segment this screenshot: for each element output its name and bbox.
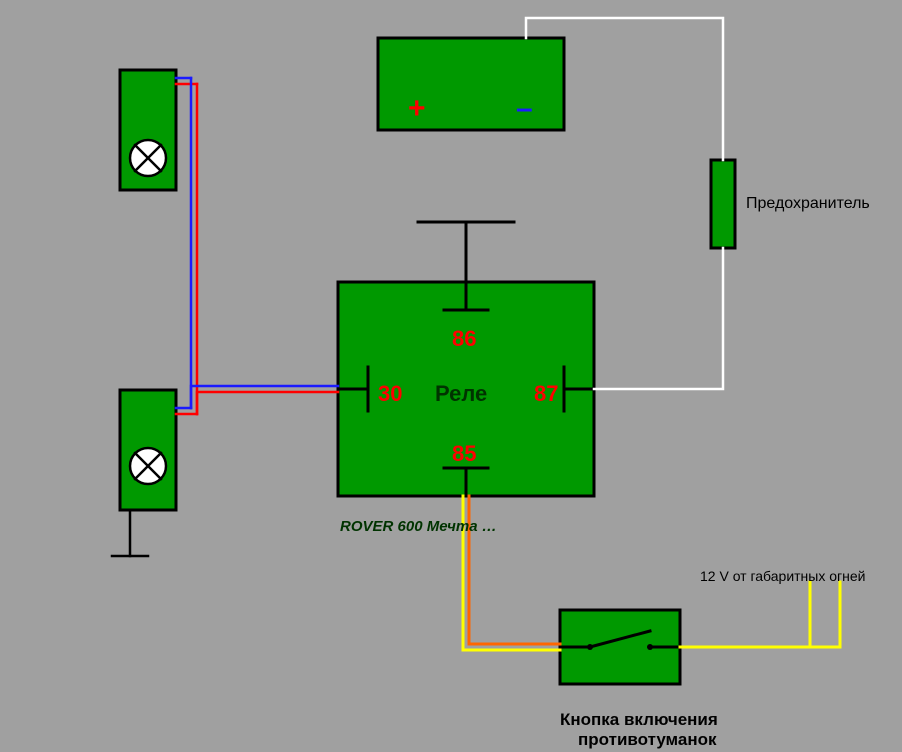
button-label-2: противотуманок — [578, 730, 717, 750]
pin-87-label: 87 — [534, 381, 558, 407]
diagram-svg — [0, 0, 902, 752]
fuse-label: Предохранитель — [746, 195, 870, 213]
pin-30-label: 30 — [378, 381, 402, 407]
source-12v-label: 12 V от габаритных огней — [700, 568, 865, 584]
pin-85-label: 85 — [452, 441, 476, 467]
relay-caption: ROVER 600 Мечта … — [340, 518, 497, 535]
button-label-1: Кнопка включения — [560, 710, 718, 730]
battery-minus: – — [516, 92, 533, 126]
relay-label: Реле — [435, 381, 487, 407]
battery-plus: + — [408, 92, 426, 126]
circuit-diagram: Предохранитель Реле ROVER 600 Мечта … Кн… — [0, 0, 902, 752]
pin-86-label: 86 — [452, 326, 476, 352]
